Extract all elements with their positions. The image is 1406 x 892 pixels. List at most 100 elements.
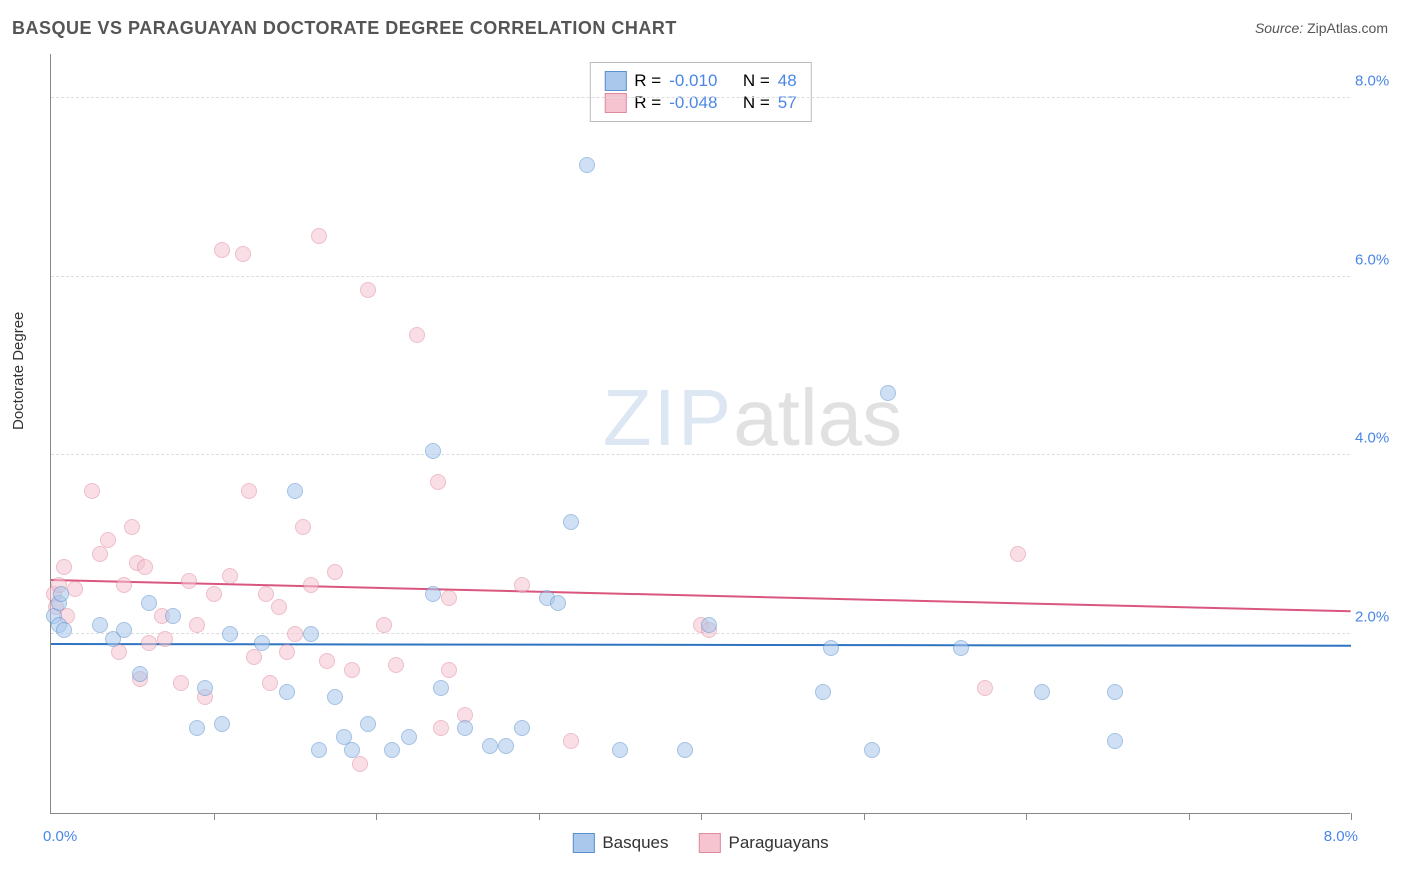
scatter-point xyxy=(222,626,238,642)
scatter-point xyxy=(360,282,376,298)
scatter-point xyxy=(864,742,880,758)
scatter-point xyxy=(132,666,148,682)
scatter-point xyxy=(279,684,295,700)
y-tick-label: 2.0% xyxy=(1355,609,1400,626)
n-value-basques: 48 xyxy=(778,71,797,91)
n-label: N = xyxy=(743,71,770,91)
scatter-point xyxy=(254,635,270,651)
x-tick xyxy=(1189,813,1190,820)
scatter-point xyxy=(433,720,449,736)
scatter-point xyxy=(181,573,197,589)
x-tick xyxy=(214,813,215,820)
scatter-point xyxy=(376,617,392,633)
legend-label-paraguayans: Paraguayans xyxy=(728,833,828,853)
chart-title: BASQUE VS PARAGUAYAN DOCTORATE DEGREE CO… xyxy=(12,18,677,39)
scatter-point xyxy=(197,680,213,696)
y-tick-label: 4.0% xyxy=(1355,430,1400,447)
scatter-point xyxy=(214,242,230,258)
x-tick xyxy=(376,813,377,820)
legend-item-paraguayans: Paraguayans xyxy=(698,833,828,853)
x-tick xyxy=(1026,813,1027,820)
scatter-point xyxy=(165,608,181,624)
source-value: ZipAtlas.com xyxy=(1307,20,1388,36)
scatter-point xyxy=(1034,684,1050,700)
scatter-point xyxy=(880,385,896,401)
scatter-point xyxy=(425,586,441,602)
x-tick xyxy=(1351,813,1352,820)
scatter-point xyxy=(563,514,579,530)
scatter-point xyxy=(173,675,189,691)
scatter-point xyxy=(514,720,530,736)
trend-line xyxy=(51,643,1351,647)
scatter-point xyxy=(84,483,100,499)
scatter-point xyxy=(319,653,335,669)
scatter-point xyxy=(701,617,717,633)
swatch-paraguayans-bottom xyxy=(698,833,720,853)
scatter-point xyxy=(258,586,274,602)
scatter-point xyxy=(433,680,449,696)
scatter-point xyxy=(344,742,360,758)
source-label: Source: xyxy=(1255,20,1303,36)
scatter-point xyxy=(388,657,404,673)
scatter-point xyxy=(157,631,173,647)
scatter-point xyxy=(457,720,473,736)
scatter-point xyxy=(53,586,69,602)
watermark: ZIPatlas xyxy=(603,372,902,464)
scatter-point xyxy=(1107,733,1123,749)
scatter-point xyxy=(222,568,238,584)
scatter-point xyxy=(279,644,295,660)
scatter-point xyxy=(241,483,257,499)
x-tick xyxy=(864,813,865,820)
x-tick xyxy=(539,813,540,820)
scatter-point xyxy=(235,246,251,262)
scatter-point xyxy=(1010,546,1026,562)
scatter-point xyxy=(384,742,400,758)
scatter-point xyxy=(271,599,287,615)
scatter-point xyxy=(295,519,311,535)
scatter-point xyxy=(441,662,457,678)
gridline xyxy=(51,633,1350,634)
scatter-point xyxy=(401,729,417,745)
scatter-point xyxy=(550,595,566,611)
watermark-atlas: atlas xyxy=(733,373,902,462)
gridline xyxy=(51,97,1350,98)
scatter-point xyxy=(612,742,628,758)
scatter-point xyxy=(815,684,831,700)
scatter-point xyxy=(141,635,157,651)
scatter-plot-area: ZIPatlas R = -0.010 N = 48 R = -0.048 N … xyxy=(50,54,1350,814)
scatter-point xyxy=(352,756,368,772)
trend-line xyxy=(51,579,1351,612)
source-attribution: Source: ZipAtlas.com xyxy=(1255,20,1388,36)
x-tick xyxy=(701,813,702,820)
scatter-point xyxy=(425,443,441,459)
scatter-point xyxy=(977,680,993,696)
scatter-point xyxy=(287,483,303,499)
scatter-point xyxy=(141,595,157,611)
scatter-point xyxy=(116,577,132,593)
scatter-point xyxy=(56,559,72,575)
r-label: R = xyxy=(634,71,661,91)
scatter-point xyxy=(498,738,514,754)
scatter-point xyxy=(563,733,579,749)
scatter-point xyxy=(953,640,969,656)
scatter-point xyxy=(206,586,222,602)
scatter-point xyxy=(56,622,72,638)
r-value-basques: -0.010 xyxy=(669,71,717,91)
scatter-point xyxy=(823,640,839,656)
scatter-point xyxy=(430,474,446,490)
scatter-point xyxy=(360,716,376,732)
series-legend: Basques Paraguayans xyxy=(572,833,828,853)
x-max-label: 8.0% xyxy=(1324,828,1358,845)
scatter-point xyxy=(100,532,116,548)
scatter-point xyxy=(327,689,343,705)
scatter-point xyxy=(116,622,132,638)
scatter-point xyxy=(311,228,327,244)
scatter-point xyxy=(303,626,319,642)
scatter-point xyxy=(1107,684,1123,700)
scatter-point xyxy=(189,617,205,633)
scatter-point xyxy=(677,742,693,758)
scatter-point xyxy=(287,626,303,642)
scatter-point xyxy=(67,581,83,597)
scatter-point xyxy=(214,716,230,732)
y-tick-label: 8.0% xyxy=(1355,72,1400,89)
